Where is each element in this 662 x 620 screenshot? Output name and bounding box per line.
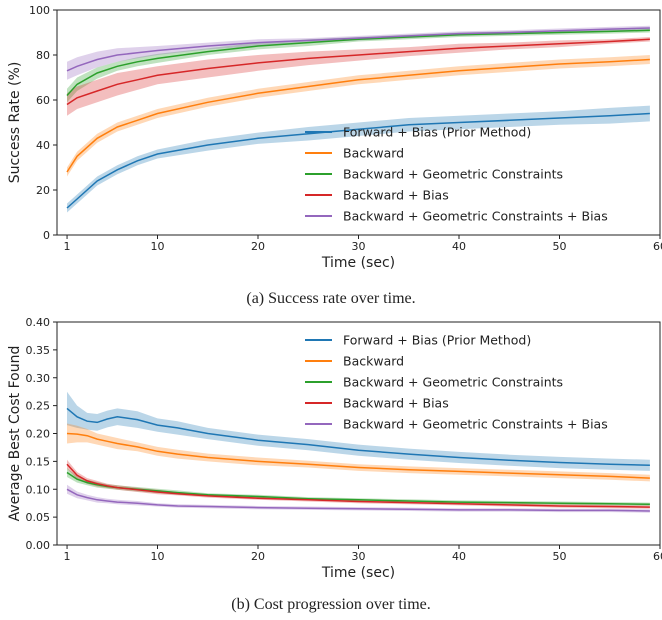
series-line-4: [66, 463, 650, 508]
y-axis-label: Success Rate (%): [7, 62, 23, 184]
legend-label-3: Backward + Geometric Constraints: [343, 167, 563, 182]
legend-label-5: Backward + Geometric Constraints + Bias: [343, 209, 608, 224]
x-tick-label: 20: [251, 240, 265, 253]
legend-label-2: Backward: [343, 146, 404, 161]
y-tick-label: 0.40: [26, 316, 51, 329]
series-band-5: [67, 484, 650, 513]
x-tick-label: 10: [151, 550, 165, 563]
legend-label-1: Forward + Bias (Prior Method): [343, 125, 531, 140]
y-tick-label: 100: [29, 4, 50, 17]
x-tick-label: 50: [553, 240, 567, 253]
chart-success-rate: 1 10 20 30 40 50 60 0 20 40 60 80 100 Time (sec) Succe…: [7, 4, 662, 271]
series-line-5: [66, 27, 650, 72]
x-tick-label: 40: [452, 240, 466, 253]
series-line-4: [66, 38, 650, 106]
series-line-1: [66, 112, 650, 209]
series-line-3: [66, 29, 650, 97]
y-tick-label: 0.10: [26, 483, 51, 496]
series-line-5: [66, 488, 650, 512]
x-axis-label: Time (sec): [321, 255, 395, 271]
x-tick-label: 60: [653, 240, 662, 253]
legend-label-3: Backward + Geometric Constraints: [343, 375, 563, 390]
caption-a: (a) Success rate over time.: [246, 290, 416, 307]
y-tick-label: 0.15: [26, 455, 51, 468]
series-line-2: [66, 58, 650, 173]
y-tick-label: 0.25: [26, 400, 51, 413]
series-band-4: [67, 37, 650, 116]
x-axis-label: Time (sec): [321, 565, 395, 581]
x-tick-label: 60: [653, 550, 662, 563]
legend-label-4: Backward + Bias: [343, 188, 449, 203]
legend-label-2: Backward: [343, 354, 404, 369]
series-line-3: [66, 471, 650, 506]
x-tick-label: 40: [452, 550, 466, 563]
y-tick-label: 0.35: [26, 344, 51, 357]
chart-cost-progression: 1 10 20 30 40 50 60 0.00 0.05 0.10 0.15 0.20 0.25 0.3…: [7, 316, 662, 581]
y-tick-label: 0.00: [26, 539, 51, 552]
y-tick-label: 80: [36, 49, 50, 62]
x-tick-label: 30: [352, 240, 366, 253]
x-tick-label: 10: [151, 240, 165, 253]
x-tick-label: 50: [553, 550, 567, 563]
x-tick-label: 1: [64, 550, 71, 563]
y-tick-label: 20: [36, 184, 50, 197]
x-tick-label: 20: [251, 550, 265, 563]
y-tick-label: 0.05: [26, 511, 51, 524]
series-line-2: [66, 432, 650, 479]
legend-label-1: Forward + Bias (Prior Method): [343, 333, 531, 348]
y-axis-label: Average Best Cost Found: [7, 346, 23, 522]
y-tick-label: 60: [36, 94, 50, 107]
y-tick-label: 40: [36, 139, 50, 152]
y-tick-label: 0.20: [26, 428, 51, 441]
x-tick-label: 30: [352, 550, 366, 563]
legend-label-5: Backward + Geometric Constraints + Bias: [343, 417, 608, 432]
legend-label-4: Backward + Bias: [343, 396, 449, 411]
y-tick-label: 0.30: [26, 372, 51, 385]
series-line-1: [66, 407, 650, 467]
y-tick-label: 0: [43, 229, 50, 242]
x-tick-label: 1: [64, 240, 71, 253]
caption-b: (b) Cost progression over time.: [231, 596, 431, 613]
